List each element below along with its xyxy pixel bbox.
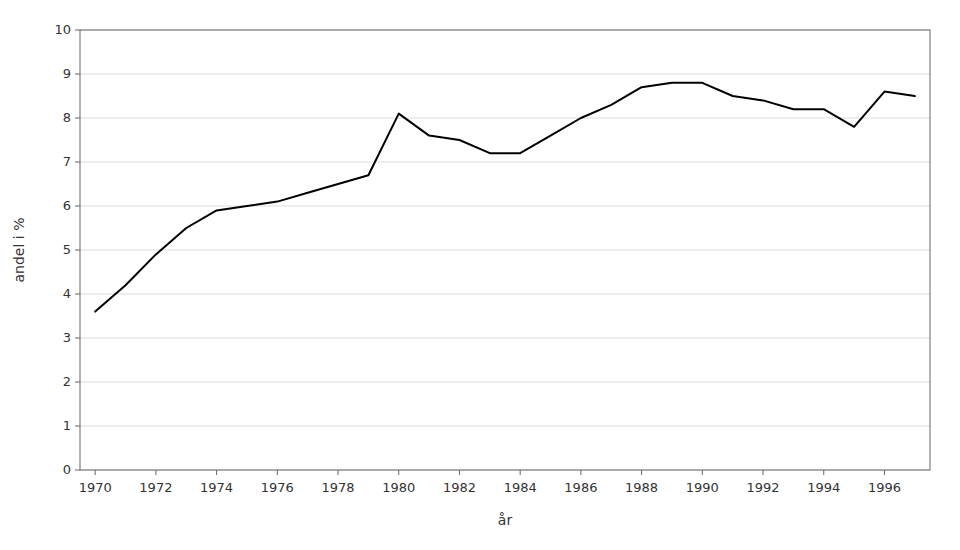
- y-tick: [75, 294, 80, 295]
- y-tick: [75, 470, 80, 471]
- y-tick-label: 4: [63, 286, 71, 301]
- x-tick-label: 1976: [261, 480, 294, 495]
- x-tick: [763, 470, 764, 475]
- y-tick-label: 10: [54, 22, 71, 37]
- grid-line: [80, 206, 930, 207]
- y-tick-label: 2: [63, 374, 71, 389]
- x-tick: [277, 470, 278, 475]
- axes: 0 1 2 3 4 5 6 7 8 9 10 1970 1972 1974 1976 1978 1980 1982…: [54, 22, 930, 496]
- y-tick-label: 5: [63, 242, 71, 257]
- y-axis-label: andel i %: [11, 218, 27, 283]
- grid-line: [80, 294, 930, 295]
- x-tick: [398, 470, 399, 475]
- grid-line: [80, 74, 930, 75]
- x-tick-label: 1984: [504, 480, 537, 495]
- x-tick-label: 1978: [321, 480, 354, 495]
- grid-line: [80, 118, 930, 119]
- y-tick: [75, 162, 80, 163]
- x-tick: [459, 470, 460, 475]
- y-tick: [75, 118, 80, 119]
- y-tick: [75, 426, 80, 427]
- x-tick-label: 1992: [746, 480, 779, 495]
- x-tick-label: 1970: [79, 480, 112, 495]
- x-tick: [95, 470, 96, 475]
- x-tick-label: 1980: [382, 480, 415, 495]
- x-tick-label: 1994: [807, 480, 840, 495]
- x-tick: [823, 470, 824, 475]
- y-tick-label: 8: [63, 110, 71, 125]
- y-tick: [75, 30, 80, 31]
- x-tick: [884, 470, 885, 475]
- x-tick-label: 1972: [139, 480, 172, 495]
- x-tick: [641, 470, 642, 475]
- x-tick-label: 1986: [564, 480, 597, 495]
- y-tick-label: 9: [63, 66, 71, 81]
- x-tick: [216, 470, 217, 475]
- chart-svg: 0 1 2 3 4 5 6 7 8 9 10 1970 1972 1974 1976 1978 1980 1982…: [0, 0, 960, 550]
- x-tick: [338, 470, 339, 475]
- x-tick: [520, 470, 521, 475]
- grid-line: [80, 162, 930, 163]
- plot-frame: [80, 30, 930, 470]
- y-tick-label: 6: [63, 198, 71, 213]
- x-axis-label: år: [498, 512, 513, 528]
- chart-container: 0 1 2 3 4 5 6 7 8 9 10 1970 1972 1974 1976 1978 1980 1982…: [0, 0, 960, 550]
- y-tick: [75, 250, 80, 251]
- x-tick: [702, 470, 703, 475]
- y-tick: [75, 206, 80, 207]
- grid-line: [80, 382, 930, 383]
- grid-line: [80, 250, 930, 251]
- x-tick-label: 1988: [625, 480, 658, 495]
- y-tick-label: 0: [63, 462, 71, 477]
- grid-line: [80, 426, 930, 427]
- x-tick: [155, 470, 156, 475]
- x-tick-label: 1974: [200, 480, 233, 495]
- y-tick-label: 1: [63, 418, 71, 433]
- grid-line: [80, 338, 930, 339]
- x-tick-label: 1982: [443, 480, 476, 495]
- y-tick-label: 3: [63, 330, 71, 345]
- y-tick-label: 7: [63, 154, 71, 169]
- grid: [80, 30, 930, 470]
- y-tick: [75, 338, 80, 339]
- y-tick: [75, 382, 80, 383]
- x-tick: [580, 470, 581, 475]
- x-tick-label: 1996: [868, 480, 901, 495]
- y-tick: [75, 74, 80, 75]
- x-tick-label: 1990: [686, 480, 719, 495]
- data-line: [95, 83, 915, 312]
- data-group: [95, 83, 915, 312]
